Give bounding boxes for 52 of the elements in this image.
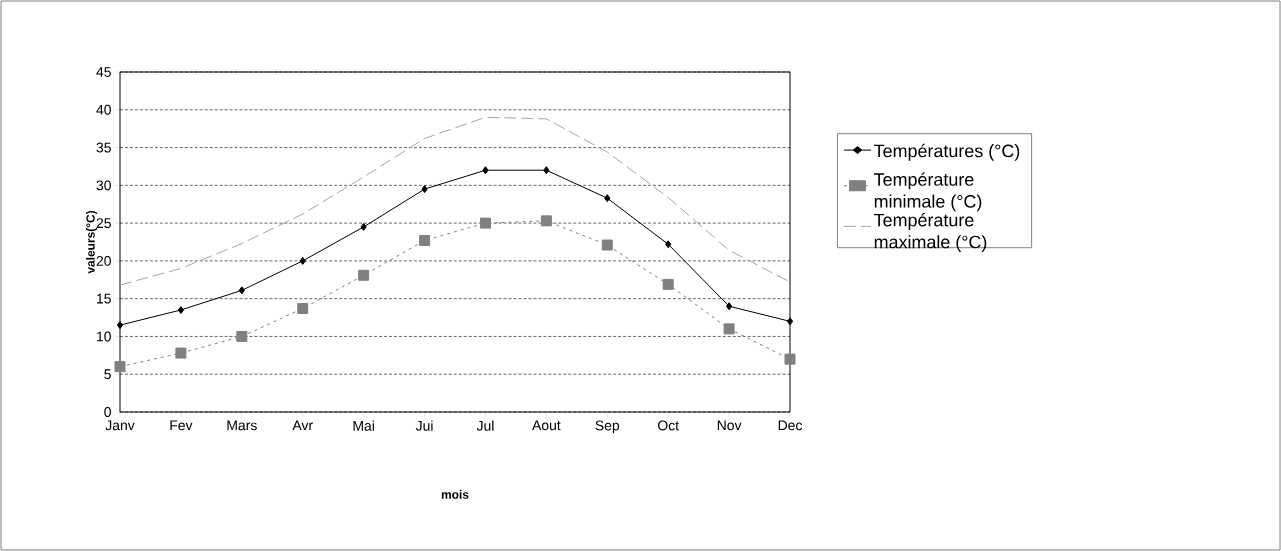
point [540, 215, 552, 227]
y-tick-label: 0 [104, 407, 111, 417]
y-tick-label: 45 [96, 67, 111, 77]
y-tick-label: 10 [97, 331, 111, 342]
y-tick-label: 20 [96, 255, 111, 266]
point [419, 235, 431, 246]
point [114, 361, 126, 373]
point [725, 302, 733, 311]
x-tick-label: Dec [778, 420, 803, 431]
x-tick-label: Avr [292, 420, 313, 431]
legend-label: Température minimale (°C) [874, 172, 982, 212]
x-tick-label: Nov [717, 420, 742, 431]
x-tick-label: Jui [415, 420, 433, 431]
y-tick-label: 5 [104, 369, 111, 380]
y-axis-title: valeurs(°C) [85, 210, 98, 274]
point [297, 303, 309, 314]
y-tick-label: 30 [96, 180, 111, 191]
legend-label: Température maximale (°C) [874, 213, 987, 252]
point [116, 321, 124, 330]
x-tick-label: Janv [105, 420, 135, 431]
point [482, 166, 489, 175]
x-tick-label: Fev [170, 420, 193, 431]
line-series [120, 116, 791, 286]
point [479, 217, 491, 229]
point [360, 222, 367, 231]
point [543, 166, 550, 175]
point [665, 240, 672, 249]
x-tick-label: Oct [658, 420, 679, 431]
y-tick-label: 35 [96, 142, 111, 153]
point [604, 194, 611, 203]
y-tick-label: 25 [96, 218, 111, 229]
y-tick-label: 15 [97, 293, 111, 304]
point [175, 347, 187, 359]
x-tick-label: Mai [353, 420, 374, 431]
point [299, 256, 306, 265]
x-tick-label: Aout [532, 420, 561, 431]
point [177, 306, 185, 315]
x-tick-label: Sep [595, 420, 620, 434]
x-tick-label: Mars [227, 420, 257, 431]
point [238, 286, 245, 295]
x-tick-label: Jul [476, 420, 494, 431]
point [786, 317, 794, 326]
point [723, 323, 735, 335]
point [236, 330, 248, 342]
point [421, 185, 428, 194]
x-axis-title: mois [441, 490, 469, 499]
point [601, 239, 613, 251]
legend-label: Températures (°C) [874, 143, 1020, 161]
point [784, 353, 796, 365]
point [662, 278, 674, 290]
y-tick-label: 40 [96, 104, 111, 115]
point [358, 269, 370, 281]
